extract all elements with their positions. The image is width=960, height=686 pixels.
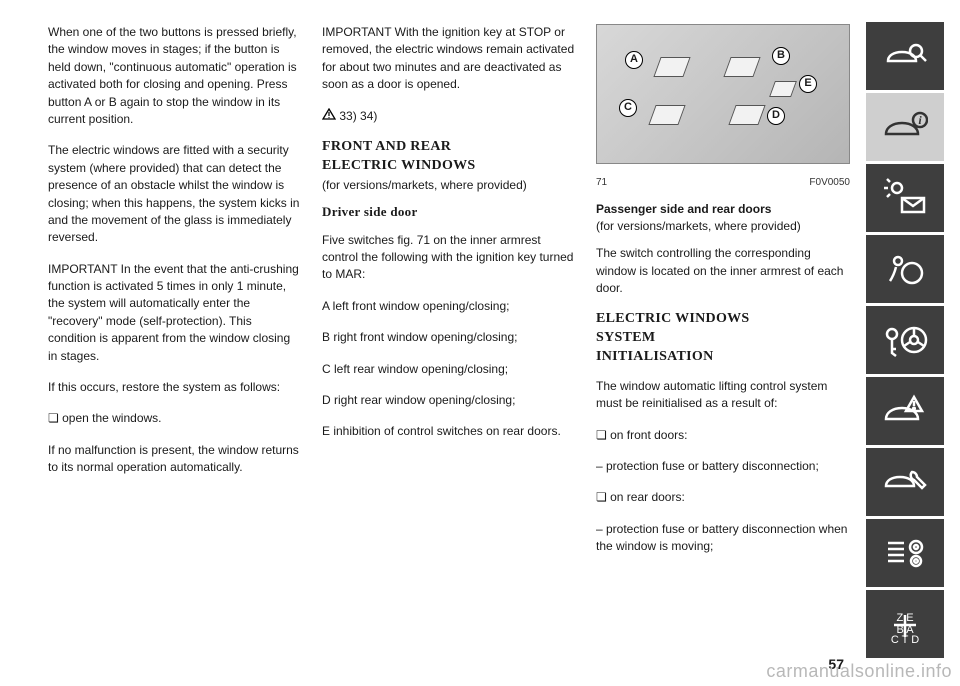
para: The switch controlling the corresponding… [596, 245, 850, 297]
heading-system: SYSTEM [596, 330, 850, 347]
bullet: on front doors: [596, 427, 850, 444]
para: IMPORTANT In the event that the anti-cru… [48, 261, 302, 365]
heading-sub: (for versions/markets, where provided) [322, 177, 576, 194]
heading-init: INITIALISATION [596, 349, 850, 366]
sub-bullet: – protection fuse or battery disconnecti… [596, 521, 850, 556]
tile-car-info: i [866, 93, 944, 161]
tile-list-gear [866, 519, 944, 587]
figure-code: F0V0050 [809, 176, 850, 191]
para: The window automatic lifting control sys… [596, 378, 850, 413]
tile-airbag [866, 235, 944, 303]
para: The electric windows are fitted with a s… [48, 142, 302, 246]
watermark: carmanualsonline.info [766, 661, 952, 682]
heading-passenger: Passenger side and rear doors [596, 202, 771, 216]
figure-number: 71 [596, 176, 607, 191]
tile-key-wheel [866, 306, 944, 374]
heading-front-rear: FRONT AND REAR [322, 139, 576, 156]
figure-71: A B C D E [596, 24, 850, 164]
heading-sub: (for versions/markets, where provided) [596, 219, 801, 233]
heading-driver-door: Driver side door [322, 204, 576, 220]
tile-car-warn [866, 377, 944, 445]
para: When one of the two buttons is pressed b… [48, 24, 302, 128]
svg-text:i: i [918, 113, 922, 127]
sidebar: i Z EB AC T D [866, 22, 944, 658]
tile-car-magnify [866, 22, 944, 90]
warning-triangle-icon [322, 108, 336, 125]
bubble-d: D [767, 107, 785, 125]
bubble-e: E [799, 75, 817, 93]
list-item: C left rear window opening/closing; [322, 361, 576, 378]
list-item: A left front window opening/closing; [322, 298, 576, 315]
para: IMPORTANT With the ignition key at STOP … [322, 24, 576, 94]
para: Five switches fig. 71 on the inner armre… [322, 232, 576, 284]
column-3: A B C D E 71 F0V0050 Passenger side and … [596, 24, 850, 560]
sign-ref: 33) 34) [322, 108, 576, 126]
list-item: E inhibition of control switches on rear… [322, 423, 576, 440]
heading-elec-windows: ELECTRIC WINDOWS [322, 158, 576, 175]
bubble-c: C [619, 99, 637, 117]
para: If this occurs, restore the system as fo… [48, 379, 302, 396]
list-item: B right front window opening/closing; [322, 329, 576, 346]
column-2: IMPORTANT With the ignition key at STOP … [322, 24, 576, 560]
tile-car-wrench [866, 448, 944, 516]
tile-alpha-dial: Z EB AC T D [866, 590, 944, 658]
para: If no malfunction is present, the window… [48, 442, 302, 477]
sign-ref-text: 33) 34) [339, 109, 377, 123]
column-1: When one of the two buttons is pressed b… [48, 24, 302, 560]
sub-bullet: – protection fuse or battery disconnecti… [596, 458, 850, 475]
bubble-a: A [625, 51, 643, 69]
bullet: on rear doors: [596, 489, 850, 506]
heading-ew: ELECTRIC WINDOWS [596, 311, 850, 328]
list-item: D right rear window opening/closing; [322, 392, 576, 409]
tile-light-mail [866, 164, 944, 232]
bubble-b: B [772, 47, 790, 65]
bullet: open the windows. [48, 410, 302, 427]
